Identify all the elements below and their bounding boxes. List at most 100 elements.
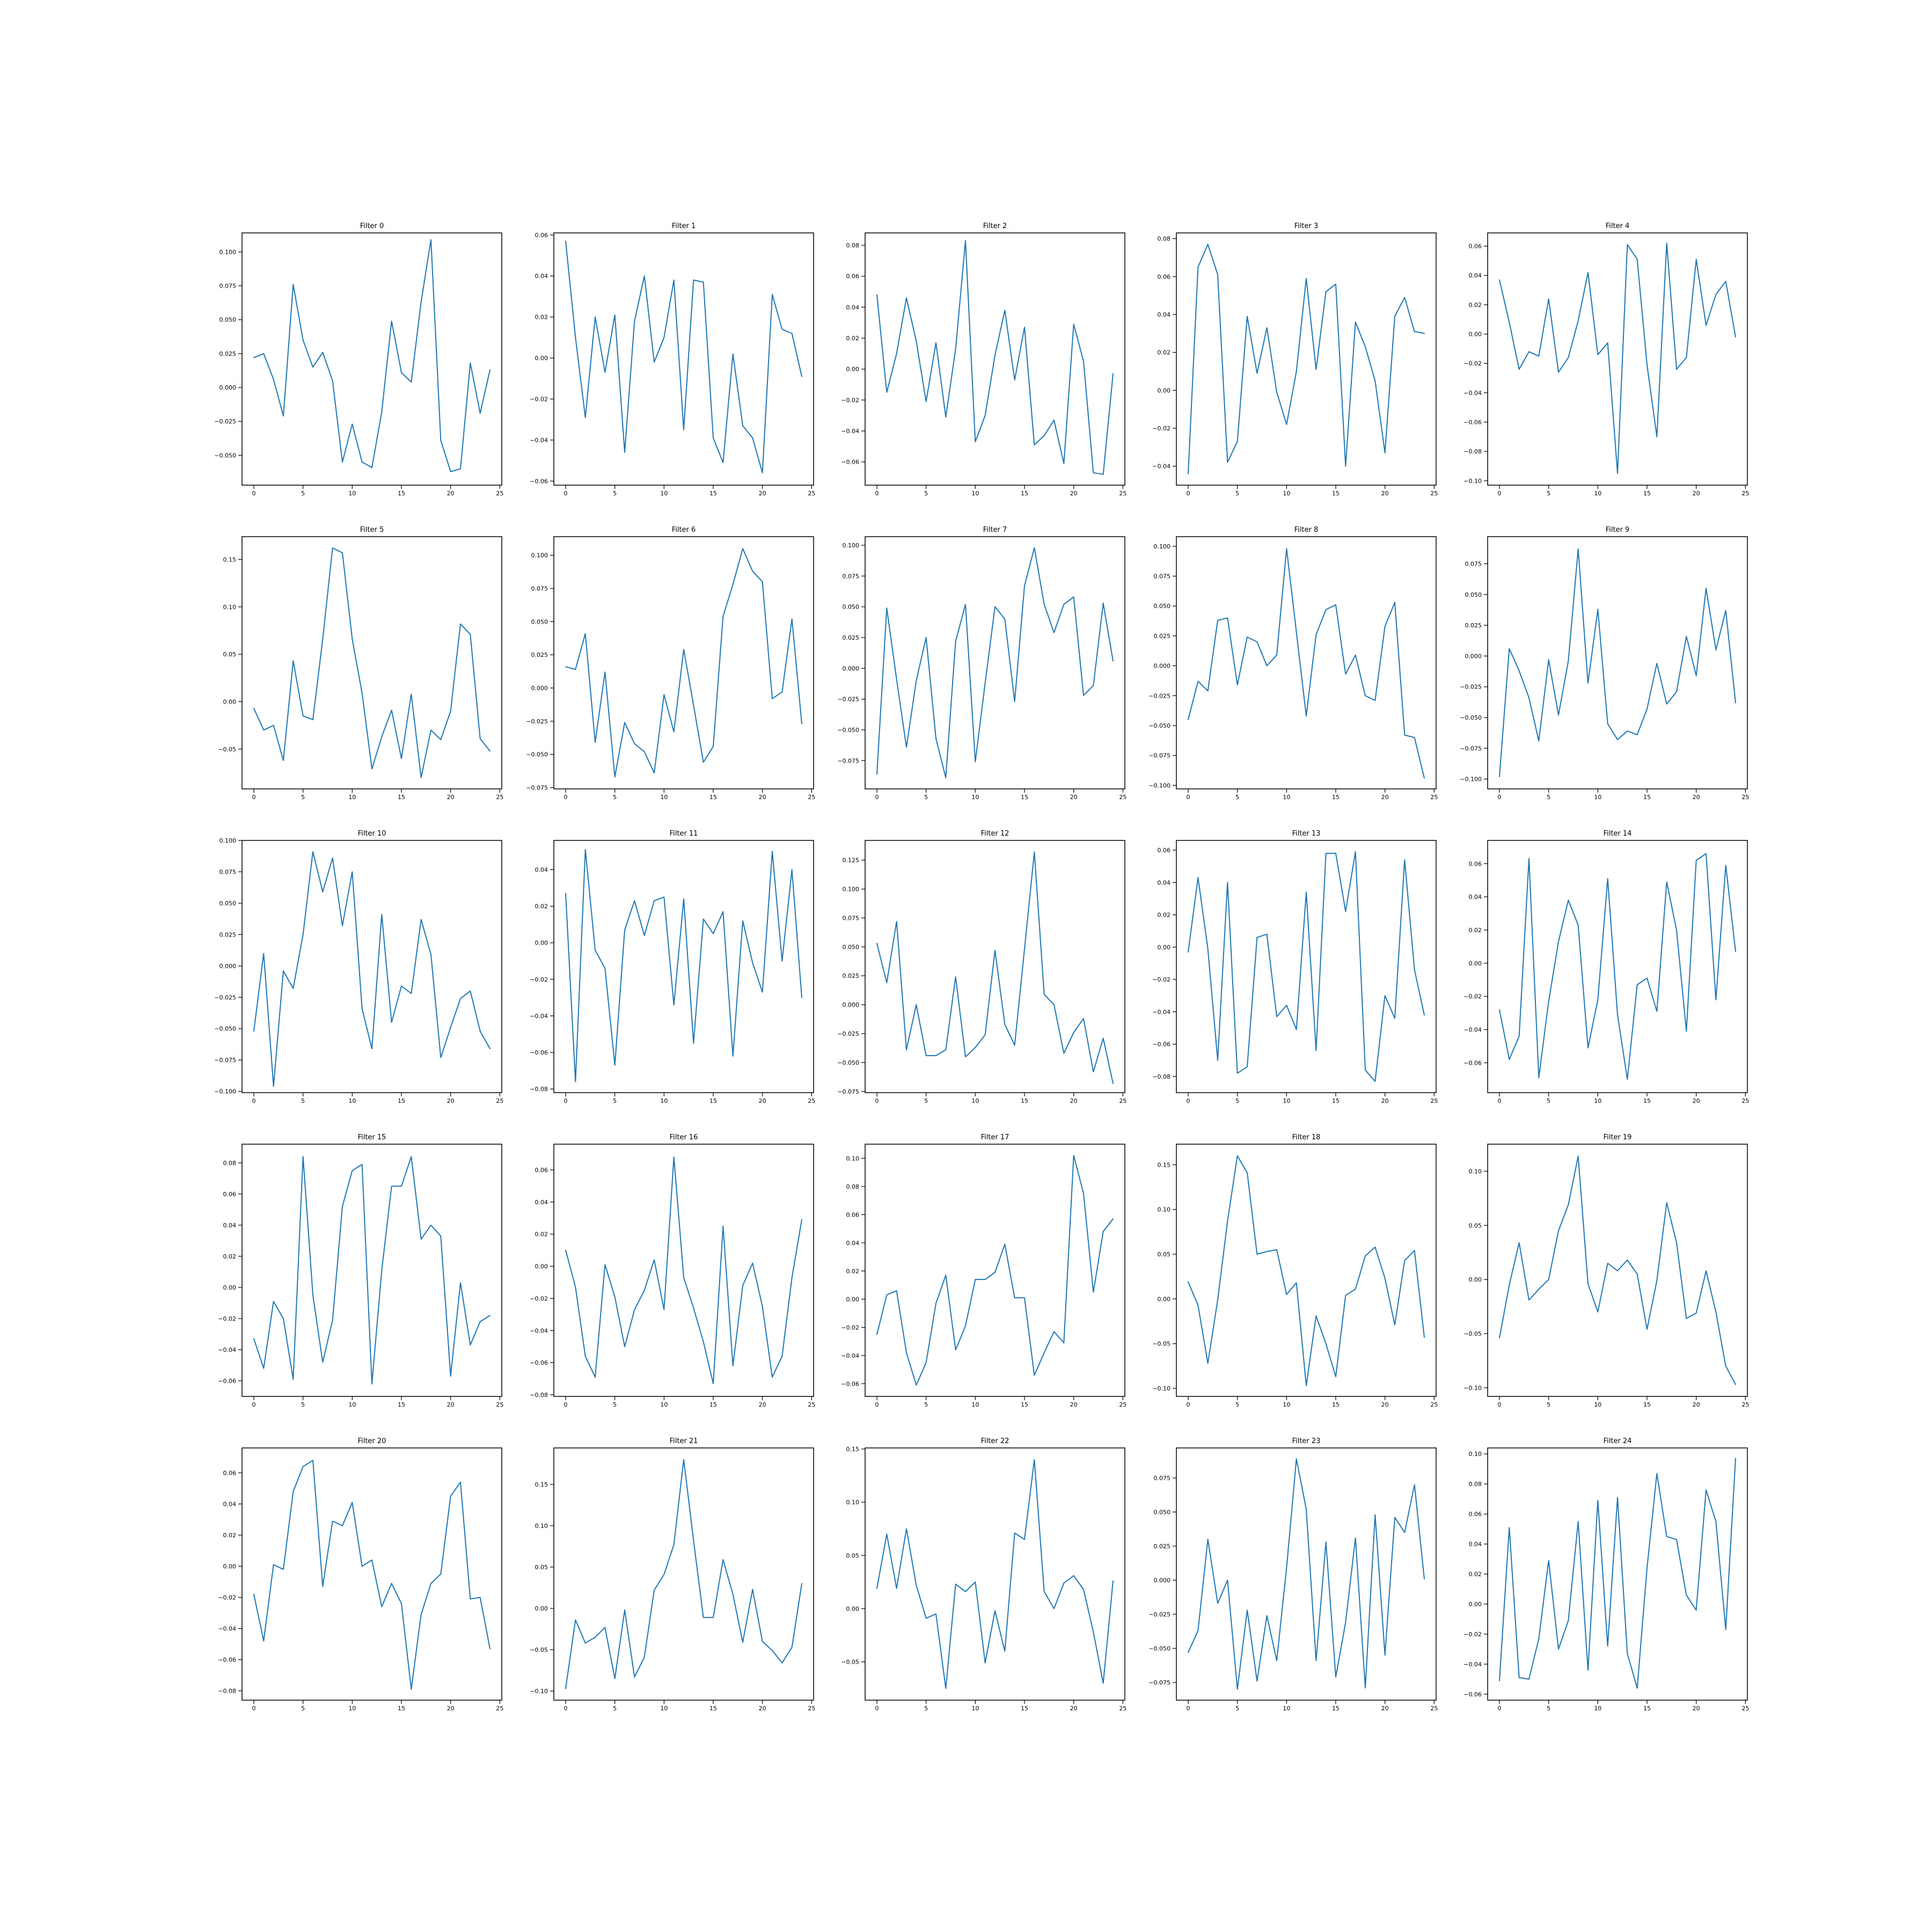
y-tick-label: 0.050 xyxy=(1154,603,1171,610)
x-tick-label: 25 xyxy=(496,490,503,497)
x-tick-label: 20 xyxy=(1381,1401,1389,1408)
x-tick-label: 0 xyxy=(252,794,256,801)
y-tick-label: 0.10 xyxy=(535,1523,548,1529)
filter-series-line xyxy=(1188,851,1425,1082)
x-tick-label: 15 xyxy=(1332,1401,1340,1408)
filter-panel: Filter 23 0 5 10 15 20 25 −0.075 −0.050 −0.025 0.0… xyxy=(1148,1437,1438,1712)
y-tick-label: −0.02 xyxy=(530,396,548,403)
x-tick-label: 5 xyxy=(1235,1401,1239,1408)
x-tick-label: 10 xyxy=(1283,1401,1290,1408)
x-tick-label: 15 xyxy=(709,1705,717,1712)
plot-frame xyxy=(865,840,1125,1093)
filter-panel: Filter 2 0 5 10 15 20 25 −0.06 −0.04 −0.02 0.00 0.0… xyxy=(841,222,1126,497)
y-tick-label: −0.08 xyxy=(1152,1073,1170,1080)
filter-panel: Filter 0 0 5 10 15 20 25 −0.050 −0.025 0.000 0.025… xyxy=(214,222,503,497)
y-tick-label: −0.025 xyxy=(837,696,859,703)
x-tick-label: 25 xyxy=(808,1097,815,1104)
filter-series-line xyxy=(876,547,1114,779)
y-tick-label: −0.04 xyxy=(218,1626,236,1633)
x-tick-label: 0 xyxy=(875,490,879,497)
panel-title: Filter 11 xyxy=(670,830,698,838)
y-tick-label: 0.06 xyxy=(1469,243,1482,250)
panel-title: Filter 5 xyxy=(360,526,384,534)
y-tick-label: 0.075 xyxy=(843,914,860,921)
filter-panel: Filter 3 0 5 10 15 20 25 −0.04 −0.02 0.00 0.02 0.04… xyxy=(1152,222,1438,497)
y-tick-label: −0.075 xyxy=(1148,1679,1170,1686)
plot-frame xyxy=(241,1144,502,1397)
y-tick-label: −0.06 xyxy=(218,1657,236,1664)
y-tick-label: 0.06 xyxy=(1158,847,1171,854)
panel-title: Filter 6 xyxy=(672,526,696,534)
y-tick-label: 0.05 xyxy=(535,1564,548,1571)
x-tick-label: 5 xyxy=(924,1705,928,1712)
x-tick-label: 15 xyxy=(1021,1401,1028,1408)
x-tick-label: 15 xyxy=(709,794,717,801)
x-tick-label: 5 xyxy=(301,490,305,497)
x-tick-label: 0 xyxy=(252,1097,256,1104)
x-tick-label: 10 xyxy=(1594,1401,1601,1408)
plot-frame xyxy=(1176,840,1437,1093)
y-tick-label: 0.06 xyxy=(846,273,860,280)
y-tick-label: −0.02 xyxy=(530,976,548,983)
y-tick-label: 0.00 xyxy=(535,355,548,362)
y-tick-label: 0.00 xyxy=(1158,387,1171,394)
y-tick-label: −0.025 xyxy=(1148,692,1170,699)
x-tick-label: 20 xyxy=(1070,1097,1078,1104)
x-tick-label: 15 xyxy=(1021,1097,1028,1104)
x-tick-label: 0 xyxy=(875,1401,879,1408)
panel-title: Filter 15 xyxy=(358,1133,386,1141)
plot-frame xyxy=(865,1144,1125,1397)
y-tick-label: 0.04 xyxy=(223,1501,237,1507)
filter-series-line xyxy=(876,1459,1114,1689)
x-tick-label: 10 xyxy=(660,490,668,497)
y-tick-label: 0.06 xyxy=(223,1191,237,1198)
panel-title: Filter 10 xyxy=(358,830,386,838)
y-tick-label: 0.00 xyxy=(1469,331,1482,338)
filter-series-line xyxy=(253,547,491,778)
y-tick-label: −0.04 xyxy=(530,437,548,444)
y-tick-label: −0.06 xyxy=(530,1049,548,1056)
y-tick-label: 0.100 xyxy=(843,542,860,549)
panel-title: Filter 1 xyxy=(672,222,696,230)
y-tick-label: 0.075 xyxy=(531,585,548,592)
y-tick-label: 0.08 xyxy=(1158,236,1171,243)
x-tick-label: 5 xyxy=(1547,1705,1550,1712)
y-tick-label: 0.025 xyxy=(1154,633,1171,640)
y-tick-label: 0.05 xyxy=(223,651,237,658)
y-tick-label: 0.00 xyxy=(223,1284,237,1291)
x-tick-label: 5 xyxy=(924,1401,928,1408)
x-tick-label: 10 xyxy=(1283,490,1290,497)
filter-series-line xyxy=(1188,1155,1425,1386)
x-tick-label: 20 xyxy=(1693,1097,1700,1104)
panel-title: Filter 8 xyxy=(1294,526,1319,534)
y-tick-label: −0.02 xyxy=(218,1594,236,1601)
filter-series-line xyxy=(876,851,1114,1084)
y-tick-label: 0.075 xyxy=(1154,1475,1171,1482)
y-tick-label: −0.02 xyxy=(1463,1631,1482,1638)
y-tick-label: −0.06 xyxy=(530,478,548,485)
filter-panel: Filter 19 0 5 10 15 20 25 −0.10 −0.05 0.00 0.05 0.1… xyxy=(1463,1133,1749,1408)
filter-series-line xyxy=(1499,243,1736,474)
y-tick-label: −0.04 xyxy=(1463,1027,1482,1034)
x-tick-label: 0 xyxy=(1187,1705,1190,1712)
y-tick-label: 0.10 xyxy=(846,1155,860,1162)
filter-series-line xyxy=(876,240,1114,475)
y-tick-label: −0.05 xyxy=(1463,1330,1482,1337)
x-tick-label: 0 xyxy=(1498,1097,1502,1104)
y-tick-label: −0.100 xyxy=(214,1088,236,1095)
y-tick-label: −0.05 xyxy=(218,746,236,753)
y-tick-label: 0.04 xyxy=(846,1240,860,1247)
x-tick-label: 15 xyxy=(1643,794,1651,801)
x-tick-label: 0 xyxy=(252,490,256,497)
plot-frame xyxy=(1487,1447,1748,1701)
x-tick-label: 15 xyxy=(1643,490,1651,497)
filter-series-line xyxy=(1188,548,1425,779)
y-tick-label: −0.050 xyxy=(1148,1645,1170,1652)
y-tick-label: 0.04 xyxy=(535,866,548,873)
x-tick-label: 5 xyxy=(1547,1401,1550,1408)
x-tick-label: 10 xyxy=(1283,1705,1290,1712)
plot-frame xyxy=(553,1144,814,1397)
x-tick-label: 25 xyxy=(1119,1705,1126,1712)
y-tick-label: 0.02 xyxy=(535,903,548,910)
filter-panel: Filter 13 0 5 10 15 20 25 −0.08 −0.06 −0.04 −0.02 0… xyxy=(1152,830,1438,1104)
